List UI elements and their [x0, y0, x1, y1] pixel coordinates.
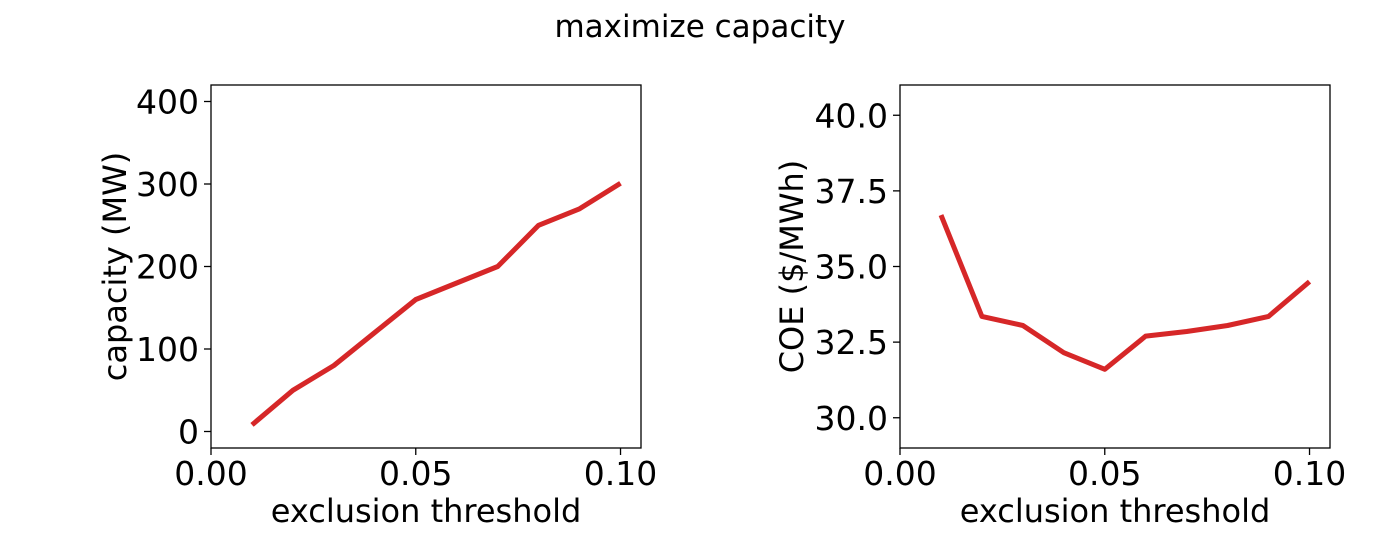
coe-chart-y-ticks: 30.0 32.5 35.0 37.5 40.0 [815, 96, 900, 438]
capacity-chart-marks [250, 181, 622, 427]
capacity-chart-x-tick-label: 0.00 [174, 454, 247, 493]
figure-title: maximize capacity [554, 9, 845, 45]
coe-chart-y-tick-label: 30.0 [815, 399, 888, 438]
capacity-chart-y-tick-label: 400 [136, 83, 199, 122]
capacity-chart-y-tick-label: 200 [136, 248, 199, 287]
capacity-chart-x-ticks: 0.00 0.05 0.10 [174, 448, 657, 493]
coe-chart-x-tick-label: 0.10 [1273, 454, 1346, 493]
coe-chart-y-tick-label: 35.0 [815, 248, 888, 287]
capacity-chart-y-tick-label: 300 [136, 165, 199, 204]
capacity-chart-series-line [250, 181, 622, 427]
capacity-chart-y-axis-label: capacity (MW) [96, 152, 134, 381]
coe-chart-x-tick-label: 0.05 [1068, 454, 1141, 493]
coe-chart-y-tick-label: 32.5 [815, 323, 888, 362]
coe-chart-x-tick-label: 0.00 [863, 454, 936, 493]
capacity-chart-y-tick-label: 100 [136, 330, 199, 369]
coe-chart-marks [938, 214, 1312, 372]
coe-chart-y-tick-label: 40.0 [815, 96, 888, 135]
coe-chart-y-tick-label: 37.5 [815, 172, 888, 211]
coe-chart-x-ticks: 0.00 0.05 0.10 [863, 448, 1346, 493]
capacity-chart-y-ticks: 0 100 200 300 400 [136, 83, 211, 452]
capacity-chart: 0.00 0.05 0.10 0 100 200 300 400 exclusion thr… [96, 83, 657, 531]
coe-chart-y-axis-label: COE ($/MWh) [773, 160, 811, 374]
coe-chart: 0.00 0.05 0.10 30.0 32.5 35.0 37.5 40.0 exclus… [773, 84, 1346, 530]
coe-chart-x-axis-label: exclusion threshold [960, 492, 1271, 530]
capacity-chart-x-tick-label: 0.05 [379, 454, 452, 493]
capacity-chart-y-tick-label: 0 [178, 413, 199, 452]
capacity-chart-x-tick-label: 0.10 [584, 454, 657, 493]
capacity-chart-x-axis-label: exclusion threshold [271, 492, 582, 530]
coe-chart-series-line [938, 214, 1312, 372]
